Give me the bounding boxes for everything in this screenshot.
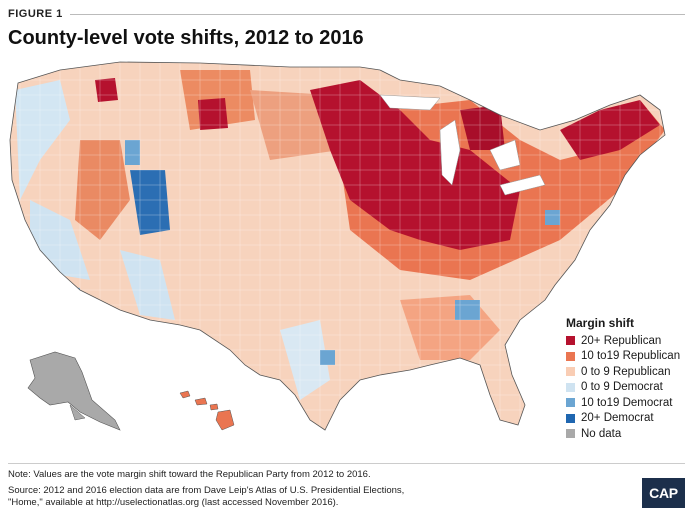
northeast-strong-republican xyxy=(560,100,660,160)
note-text: Note: Values are the vote margin shift t… xyxy=(8,469,371,480)
legend-item: 10 to19 Democrat xyxy=(566,395,690,411)
legend-item: 0 to 9 Democrat xyxy=(566,380,690,396)
legend-item: 10 to19 Republican xyxy=(566,349,690,365)
legend-label: 0 to 9 Republican xyxy=(581,365,671,378)
idaho-democrat xyxy=(125,140,140,165)
legend-swatch xyxy=(566,429,575,439)
legend-item: 0 to 9 Republican xyxy=(566,364,690,380)
atlanta-democrat xyxy=(455,300,480,320)
montana-strong-republican xyxy=(198,98,228,130)
us-outline xyxy=(9,61,666,431)
alaska xyxy=(27,351,121,431)
figure-label: FIGURE 1 xyxy=(8,8,63,20)
legend-label: 20+ Republican xyxy=(581,334,662,347)
rust-belt-strong-republican xyxy=(310,80,520,250)
cap-logo-text: CAP xyxy=(649,485,678,501)
footnotes: Note: Values are the vote margin shift t… xyxy=(8,469,608,510)
michigan-strong-republican xyxy=(460,105,505,150)
lake-erie xyxy=(499,174,546,196)
footer-divider xyxy=(8,463,685,464)
legend-title: Margin shift xyxy=(566,316,634,330)
source-line-1: Source: 2012 and 2016 election data are … xyxy=(8,484,405,496)
virginia-democrat xyxy=(545,210,560,225)
northwest-strong-republican xyxy=(95,78,118,102)
houston-democrat xyxy=(320,350,335,365)
legend-swatch xyxy=(566,351,575,361)
header-divider xyxy=(70,14,685,15)
legend-swatch xyxy=(566,336,575,346)
legend-label: No data xyxy=(581,427,622,440)
lake-michigan xyxy=(439,119,461,186)
legend-label: 10 to19 Republican xyxy=(581,350,681,363)
source-line-2: "Home," available at http://uselectionat… xyxy=(8,497,339,508)
legend-swatch xyxy=(566,413,575,423)
hawaii xyxy=(179,390,235,431)
lake-huron xyxy=(489,139,521,171)
legend-items: 20+ Republican 10 to19 Republican 0 to 9 R… xyxy=(566,333,690,442)
legend-item: No data xyxy=(566,426,690,442)
chart-title: County-level vote shifts, 2012 to 2016 xyxy=(8,27,364,49)
legend-swatch xyxy=(566,398,575,408)
legend-swatch xyxy=(566,367,575,377)
legend-label: 10 to19 Democrat xyxy=(581,396,673,409)
cap-logo: CAP xyxy=(642,478,685,508)
legend-item: 20+ Democrat xyxy=(566,411,690,427)
legend-swatch xyxy=(566,382,575,392)
legend: Margin shift 20+ Republican 10 to19 Repub… xyxy=(566,316,690,442)
southwest-light-democrat xyxy=(120,250,175,320)
legend-label: 0 to 9 Democrat xyxy=(581,381,663,394)
legend-item: 20+ Republican xyxy=(566,333,690,349)
county-grid xyxy=(10,62,665,430)
legend-label: 20+ Democrat xyxy=(581,412,654,425)
lake-superior xyxy=(379,94,441,111)
